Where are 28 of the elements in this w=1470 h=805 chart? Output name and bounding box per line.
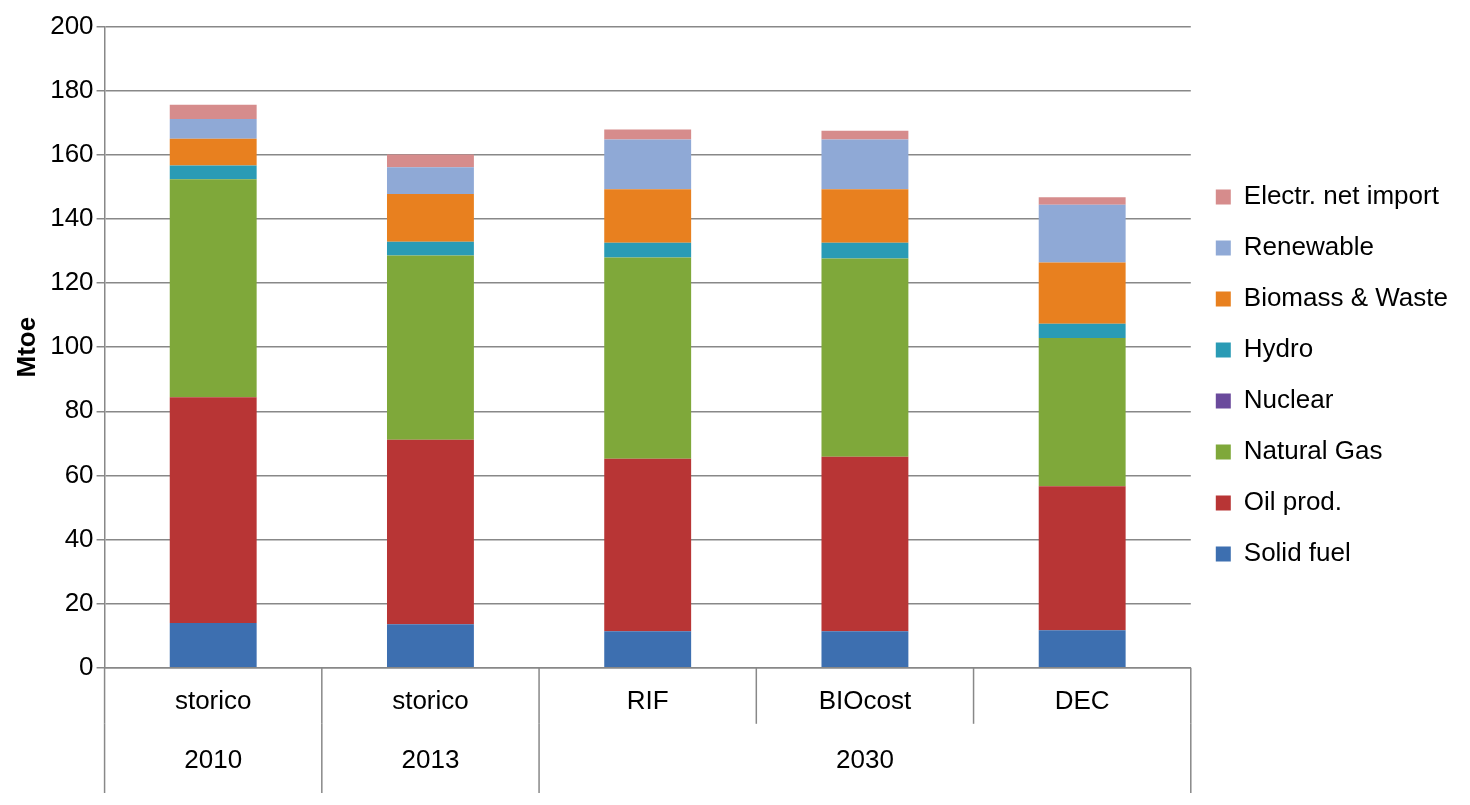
y-tick-label: 120 (50, 266, 94, 297)
x-tick-label: RIF (626, 684, 669, 715)
y-tick-label: 200 (50, 9, 94, 40)
x-tick-label: DEC (1054, 684, 1110, 715)
legend-label: Oil prod. (1243, 486, 1343, 517)
x-tick-label: BIOcost (818, 684, 912, 715)
legend-label: Hydro (1243, 333, 1314, 364)
y-tick-label: 60 (64, 458, 94, 489)
legend-label: Solid fuel (1243, 537, 1351, 568)
y-tick-label: 20 (64, 586, 94, 617)
x-tick-label: storico (392, 684, 469, 715)
legend-label: Nuclear (1243, 384, 1334, 415)
legend-label: Natural Gas (1243, 435, 1383, 466)
y-tick-label: 180 (50, 73, 94, 104)
y-axis-title: Mtoe (10, 316, 41, 378)
x-tick-label: storico (174, 684, 252, 715)
legend-label: Biomass & Waste (1243, 282, 1449, 313)
legend-label: Electr. net import (1243, 180, 1440, 211)
legend-label: Renewable (1243, 231, 1374, 262)
text: 2010 (184, 743, 243, 774)
y-tick-label: 40 (64, 522, 94, 553)
text: 2030 (836, 743, 894, 774)
text: 2013 (401, 743, 460, 774)
y-tick-label: 100 (50, 330, 94, 361)
y-tick-label: 140 (50, 202, 94, 233)
y-tick-label: 160 (50, 138, 94, 169)
y-tick-label: 0 (79, 650, 94, 681)
y-tick-label: 80 (64, 394, 94, 425)
